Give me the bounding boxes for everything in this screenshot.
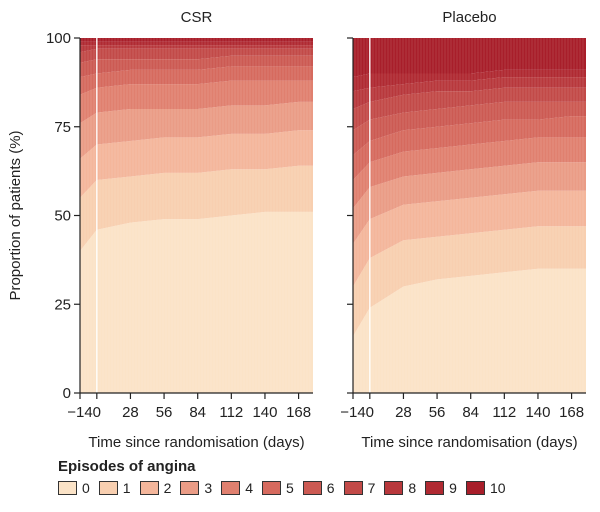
legend-swatch	[261, 481, 281, 495]
band-csr-episodes-2	[80, 130, 313, 198]
x-tick-label-placebo: 84	[462, 404, 479, 421]
legend-item-7: 7	[343, 480, 376, 496]
x-tick-label-placebo: 0	[366, 404, 374, 421]
band-csr-episodes-6	[80, 55, 313, 78]
legend-swatch	[221, 481, 241, 495]
y-axis-label: Proportion of patients (%)	[7, 130, 24, 300]
legend-label: 0	[82, 480, 90, 496]
legend-swatch	[180, 481, 200, 495]
band-placebo-episodes-4	[353, 137, 586, 209]
y-tick-label: 25	[54, 296, 71, 313]
legend-swatch	[465, 481, 485, 495]
band-csr-episodes-3	[80, 101, 313, 159]
legend-label: 2	[163, 480, 172, 496]
band-placebo-episodes-2	[353, 190, 586, 287]
x-tick-label-placebo: 112	[492, 404, 516, 421]
x-tick-label-placebo: 56	[429, 404, 446, 421]
legend-label: 4	[245, 480, 253, 496]
x-tick-label-placebo: 140	[525, 404, 550, 421]
y-tick-label: 50	[54, 208, 71, 225]
band-csr-episodes-1	[80, 165, 313, 251]
legend-label: 10	[489, 480, 506, 496]
band-csr-episodes-7	[80, 48, 313, 63]
legend-item-8: 8	[384, 480, 416, 496]
legend-item-9: 9	[425, 480, 457, 496]
band-placebo-episodes-10	[353, 38, 586, 78]
panel-title-placebo: Placebo	[442, 9, 496, 26]
x-tick-label-csr: 84	[189, 404, 206, 421]
x-tick-label-csr: 168	[286, 404, 311, 421]
legend-item-0: 0	[58, 480, 90, 496]
band-placebo-episodes-8	[353, 77, 586, 109]
band-placebo-episodes-5	[353, 116, 586, 180]
x-tick-label-placebo: 168	[559, 404, 584, 421]
x-tick-label-placebo: −14	[340, 404, 365, 421]
legend-swatch	[139, 481, 159, 495]
legend-label: 3	[204, 480, 213, 496]
band-placebo-episodes-7	[353, 87, 586, 131]
legend-swatch	[302, 481, 322, 495]
x-tick-label-csr: 112	[219, 404, 243, 421]
band-csr-episodes-0	[80, 211, 313, 393]
legend: 0 1 2 3 4 5 6 7 8 9 10	[58, 480, 515, 496]
legend-label: 7	[367, 480, 376, 496]
x-tick-label-csr: 0	[93, 404, 101, 421]
legend-label: 8	[408, 480, 417, 496]
band-csr-episodes-5	[80, 66, 313, 95]
legend-label: 5	[285, 480, 294, 496]
x-axis-label-placebo: Time since randomisation (days)	[361, 434, 577, 451]
x-tick-label-csr: 28	[122, 404, 139, 421]
legend-swatch	[98, 481, 118, 495]
y-tick-label: 0	[63, 385, 71, 402]
legend-label: 9	[449, 480, 457, 496]
x-tick-label-csr: 140	[252, 404, 277, 421]
legend-item-6: 6	[302, 480, 335, 496]
band-placebo-episodes-9	[353, 69, 586, 92]
legend-swatch	[384, 481, 404, 495]
x-axis-label-csr: Time since randomisation (days)	[88, 434, 304, 451]
legend-label: 6	[326, 480, 335, 496]
band-placebo-episodes-6	[353, 101, 586, 156]
legend-title: Episodes of angina	[58, 458, 196, 475]
band-csr-episodes-10	[80, 38, 313, 42]
x-tick-label-csr: −14	[67, 404, 92, 421]
legend-item-3: 3	[180, 480, 212, 496]
y-tick-label: 75	[54, 119, 71, 136]
band-placebo-episodes-3	[353, 162, 586, 244]
x-tick-label-csr: 56	[156, 404, 173, 421]
legend-swatch	[343, 481, 363, 495]
band-placebo-episodes-1	[353, 226, 586, 337]
y-tick-label: 100	[46, 30, 71, 47]
legend-item-5: 5	[261, 480, 294, 496]
band-placebo-episodes-0	[353, 268, 586, 393]
legend-item-10: 10	[465, 480, 506, 496]
legend-item-2: 2	[139, 480, 172, 496]
legend-swatch	[58, 481, 77, 495]
legend-item-4: 4	[221, 480, 253, 496]
legend-label: 1	[122, 480, 131, 496]
band-csr-episodes-9	[80, 41, 313, 46]
band-csr-episodes-4	[80, 80, 313, 124]
legend-item-1: 1	[98, 480, 131, 496]
panel-title-csr: CSR	[181, 9, 213, 26]
legend-swatch	[425, 481, 445, 495]
band-csr-episodes-8	[80, 45, 313, 53]
x-tick-label-placebo: 28	[395, 404, 412, 421]
